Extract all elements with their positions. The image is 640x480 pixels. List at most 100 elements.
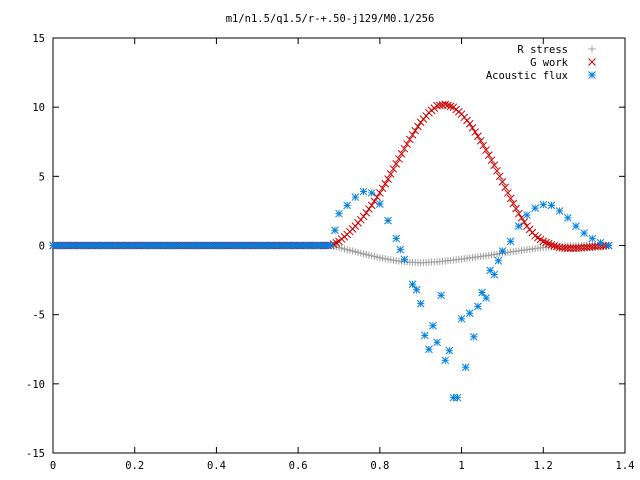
- g-work-point: [501, 183, 510, 192]
- legend-label: R stress: [517, 44, 568, 56]
- acoustic-flux-point: [351, 193, 360, 201]
- y-tick-label: -5: [32, 310, 45, 322]
- series-acoustic-flux: [49, 187, 613, 402]
- acoustic-flux-point: [441, 356, 450, 365]
- acoustic-flux-point: [474, 302, 482, 311]
- acoustic-flux-point: [523, 211, 531, 219]
- axes: 0 0.2 0.4 0.6 0.8 1 1.2 1.4 15 10 5 0 -5 -10 -15: [26, 33, 634, 472]
- g-work-point: [468, 124, 477, 132]
- acoustic-flux-point: [425, 345, 433, 354]
- acoustic-flux-point: [359, 187, 368, 196]
- acoustic-flux-point: [420, 331, 429, 340]
- y-tick-label: 15: [32, 33, 45, 45]
- acoustic-flux-point: [547, 201, 556, 210]
- acoustic-flux-point: [514, 222, 523, 230]
- acoustic-flux-point: [326, 241, 335, 250]
- acoustic-flux-point: [416, 299, 425, 308]
- g-work-point: [395, 154, 403, 163]
- legend-label: G work: [530, 57, 569, 69]
- x-tick-label: 1.2: [534, 460, 553, 472]
- g-work-point: [389, 165, 398, 173]
- chart-title: m1/n1.5/q1.5/r-+.50-j129/M0.1/256: [226, 13, 435, 25]
- acoustic-flux-point: [457, 314, 466, 323]
- acoustic-flux-point: [412, 285, 421, 294]
- acoustic-flux-point: [580, 229, 588, 237]
- acoustic-flux-point: [596, 238, 605, 247]
- acoustic-flux-point: [465, 309, 474, 318]
- y-tick-label: 0: [39, 241, 45, 253]
- g-work-point: [520, 218, 529, 226]
- g-work-point: [367, 201, 376, 210]
- acoustic-flux-point: [531, 204, 539, 213]
- g-work-point: [539, 237, 548, 246]
- acoustic-flux-point: [490, 270, 499, 279]
- acoustic-flux-point: [343, 201, 352, 210]
- g-work-point: [506, 194, 515, 203]
- g-work-point: [514, 209, 523, 218]
- g-work-point: [482, 146, 490, 154]
- x-tick-label: 0.4: [207, 460, 226, 472]
- x-tick-label: 1.4: [616, 460, 635, 472]
- acoustic-flux-point: [539, 200, 548, 209]
- g-work-point: [386, 170, 395, 178]
- acoustic-flux-point: [335, 209, 343, 218]
- y-tick-label: 5: [39, 171, 45, 183]
- acoustic-flux-point: [453, 393, 462, 402]
- acoustic-flux-point: [572, 222, 580, 230]
- acoustic-flux-point: [437, 291, 445, 300]
- acoustic-flux-point: [482, 294, 490, 302]
- g-work-point: [542, 238, 550, 247]
- g-work-point: [373, 193, 381, 201]
- acoustic-flux-point: [331, 226, 339, 235]
- g-work-point: [392, 160, 401, 168]
- y-tick-label: 10: [32, 102, 45, 114]
- x-tick-label: 0.8: [370, 460, 389, 472]
- acoustic-flux-point: [392, 234, 401, 243]
- acoustic-flux-point: [555, 207, 564, 215]
- acoustic-flux-point: [604, 241, 613, 250]
- data-marks: [49, 100, 613, 402]
- g-work-point: [490, 161, 499, 170]
- g-work-point: [365, 205, 373, 213]
- g-work-point: [487, 156, 496, 165]
- acoustic-flux-point: [376, 200, 384, 208]
- acoustic-flux-point: [478, 288, 486, 297]
- g-work-point: [408, 130, 417, 139]
- y-tick-label: -15: [26, 448, 45, 460]
- g-work-point: [498, 178, 507, 186]
- acoustic-flux-point: [588, 234, 597, 243]
- g-work-point: [381, 179, 390, 188]
- g-work-point: [493, 166, 501, 175]
- acoustic-flux-point: [498, 247, 507, 255]
- g-work-point: [484, 151, 493, 159]
- x-tick-label: 0.6: [289, 460, 308, 472]
- acoustic-flux-point: [445, 346, 454, 355]
- g-work-point: [465, 119, 474, 128]
- g-work-point: [544, 239, 553, 248]
- legend-marker: [588, 58, 596, 66]
- acoustic-flux-point: [384, 216, 392, 225]
- legend-marker: [588, 45, 596, 53]
- g-work-point: [566, 244, 575, 253]
- g-work-point: [476, 136, 485, 145]
- g-work-point: [376, 189, 384, 197]
- g-work-point: [495, 172, 504, 181]
- g-work-point: [474, 132, 482, 141]
- legend-label: Acoustic flux: [486, 70, 568, 82]
- legend-marker: [588, 71, 596, 79]
- g-work-point: [414, 122, 422, 131]
- acoustic-flux-point: [563, 213, 572, 222]
- acoustic-flux-point: [506, 237, 515, 246]
- g-work-point: [405, 135, 414, 144]
- series-g-work: [49, 100, 613, 253]
- g-work-point: [441, 100, 450, 109]
- y-tick-label: -10: [26, 379, 45, 391]
- g-work-point: [479, 141, 488, 150]
- acoustic-flux-point: [429, 321, 437, 330]
- g-work-point: [446, 102, 455, 111]
- g-work-point: [384, 175, 392, 183]
- g-work-point: [547, 240, 556, 249]
- g-work-point: [378, 184, 387, 193]
